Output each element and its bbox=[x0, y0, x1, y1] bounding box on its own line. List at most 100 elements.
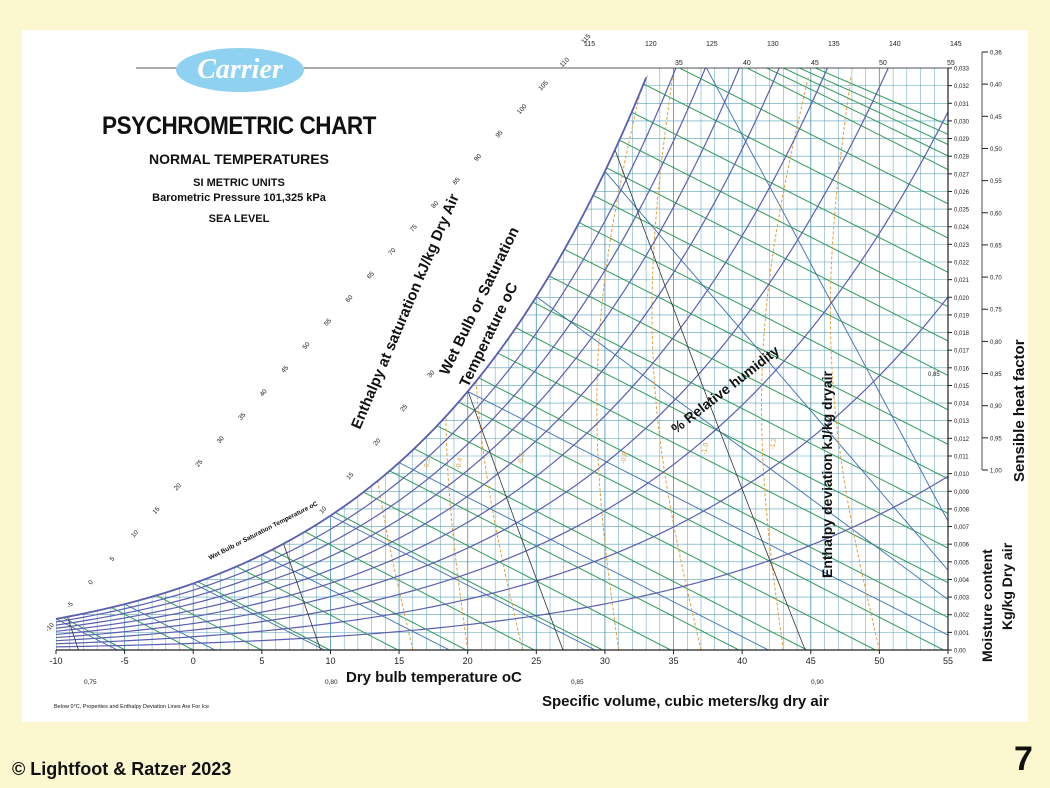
shf-tick-label: 0,65 bbox=[990, 243, 1002, 249]
y-tick-label: 0,013 bbox=[954, 419, 970, 425]
x-tick-label: 10 bbox=[325, 656, 335, 666]
volume-tick-label: 0,75 bbox=[84, 679, 97, 686]
shf-tick-label: 0,50 bbox=[990, 147, 1002, 153]
volume-line bbox=[56, 85, 79, 650]
psychrometric-chart: -10 -5 0 5 10 15 20 25 30 35 40 45 50 550,000,0010,00… bbox=[44, 33, 1028, 710]
saturation-curve bbox=[55, 77, 647, 620]
enthalpy-tick-label: 30 bbox=[216, 435, 226, 445]
shf-tick-label: 0,80 bbox=[990, 340, 1002, 346]
rh-curve-30 bbox=[56, 111, 948, 642]
y-tick-label: 0,023 bbox=[954, 243, 970, 249]
enthalpy-line bbox=[442, 324, 948, 650]
x-tick-label: 45 bbox=[806, 656, 816, 666]
volume-line bbox=[591, 85, 806, 650]
enthalpy-line bbox=[564, 111, 948, 650]
y-tick-label: 0,022 bbox=[954, 261, 970, 267]
enthalpy-tick-label: 105 bbox=[537, 79, 550, 92]
x-tick-label: 15 bbox=[394, 656, 404, 666]
y-tick-label: 0,00 bbox=[954, 649, 966, 655]
chart-title: PSYCHROMETRIC CHART bbox=[102, 112, 376, 140]
rh-curve-70 bbox=[56, 68, 948, 629]
chart-pressure: Barometric Pressure 101,325 kPa bbox=[152, 192, 326, 204]
shf-tick-label: 0,36 bbox=[990, 51, 1002, 57]
enthalpy-tick-label: 100 bbox=[516, 103, 529, 116]
y-tick-label: 0,028 bbox=[954, 155, 970, 161]
y-tick-label: 0,026 bbox=[954, 190, 970, 196]
enthalpy-line bbox=[621, 68, 948, 650]
enthalpy-tick-label: -5 bbox=[66, 601, 75, 610]
y-tick-label: 0,020 bbox=[954, 296, 970, 302]
enthalpy-tick-label: -10 bbox=[44, 621, 56, 633]
x-tick-label: -5 bbox=[121, 656, 129, 666]
y-tick-label: 0,008 bbox=[954, 507, 970, 513]
x-tick-label: -10 bbox=[49, 656, 62, 666]
x-tick-label: 40 bbox=[737, 656, 747, 666]
copyright-text: © Lightfoot & Ratzer 2023 bbox=[12, 759, 232, 779]
y-tick-label: 0,003 bbox=[954, 596, 970, 602]
wet-bulb-scale-label: 30 bbox=[426, 369, 436, 379]
y-tick-label: 0,018 bbox=[954, 331, 970, 337]
y-tick-label: 0,006 bbox=[954, 543, 970, 549]
enthalpy-tick-label: 0 bbox=[87, 579, 95, 587]
y-tick-label: 0,010 bbox=[954, 472, 970, 478]
shf-tick-label: 1,00 bbox=[990, 469, 1002, 475]
enthalpy-tick-label: 80 bbox=[430, 200, 440, 210]
top-enthalpy-label: 115 bbox=[584, 41, 595, 48]
enthalpy-line bbox=[599, 68, 948, 650]
deviation-label: -0,8 bbox=[620, 451, 629, 464]
y-tick-label: 0,012 bbox=[954, 437, 970, 443]
wet-bulb-line bbox=[536, 296, 948, 650]
rh-curve-60 bbox=[56, 68, 948, 632]
wet-bulb-line bbox=[467, 391, 948, 650]
y-tick-label: 0,009 bbox=[954, 490, 970, 496]
top-wetbulb-label: 40 bbox=[743, 60, 751, 67]
slide-number: 7 bbox=[1014, 740, 1033, 778]
enthalpy-line bbox=[142, 552, 330, 650]
enthalpy-tick-label: 10 bbox=[130, 529, 140, 539]
enthalpy-line bbox=[631, 68, 948, 650]
chart-level: SEA LEVEL bbox=[208, 213, 270, 225]
moisture-axis-label-2: Kg/kg Dry air bbox=[999, 542, 1015, 630]
deviation-curve bbox=[596, 76, 645, 650]
enthalpy-tick-label: 65 bbox=[366, 270, 376, 280]
wet-bulb-line bbox=[673, 68, 948, 650]
y-tick-label: 0,031 bbox=[954, 102, 970, 108]
rh-curve-80 bbox=[56, 68, 948, 626]
enthalpy-line bbox=[359, 420, 808, 650]
enthalpy-tick-label: 70 bbox=[387, 247, 397, 257]
deviation-curve bbox=[761, 76, 809, 650]
enthalpy-tick-label: 25 bbox=[194, 458, 204, 468]
enthalpy-tick-label: 95 bbox=[495, 129, 505, 139]
enthalpy-tick-label: 55 bbox=[323, 317, 333, 327]
y-tick-label: 0,011 bbox=[954, 455, 969, 461]
top-enthalpy-label: 130 bbox=[767, 41, 779, 48]
x-tick-label: 0 bbox=[191, 656, 196, 666]
y-tick-label: 0,029 bbox=[954, 137, 970, 143]
volume-tick-label: 0,85 bbox=[571, 679, 584, 686]
footnote: Below 0°C, Properties and Enthalpy Devia… bbox=[54, 704, 209, 710]
chart-subtitle: NORMAL TEMPERATURES bbox=[149, 151, 329, 167]
axes bbox=[55, 51, 988, 654]
volume-tick-label: 0,80 bbox=[325, 679, 338, 686]
rh-curve-90 bbox=[56, 68, 948, 623]
enthalpy-tick-label: 50 bbox=[302, 341, 312, 351]
shf-tick-label: 0,85 bbox=[990, 372, 1002, 378]
y-tick-label: 0,021 bbox=[954, 278, 970, 284]
rh-curve-50 bbox=[56, 68, 948, 636]
enthalpy-line bbox=[381, 397, 876, 650]
enthalpy-tick-label: 40 bbox=[259, 388, 269, 398]
shf-tick-label: 0,55 bbox=[990, 179, 1002, 185]
enthalpy-tick-label: 20 bbox=[173, 482, 183, 492]
enthalpy-line bbox=[538, 167, 948, 650]
enthalpy-tick-label: 90 bbox=[473, 153, 483, 163]
enthalpy-line bbox=[460, 299, 948, 650]
enthalpy-tick-label: 110 bbox=[559, 56, 571, 69]
x-tick-label: 25 bbox=[531, 656, 541, 666]
deviation-axis-label: Enthalpy deviation kJ/kg dryair bbox=[819, 370, 835, 578]
enthalpy-line bbox=[523, 194, 948, 650]
shf-tick-label: 0,70 bbox=[990, 276, 1002, 282]
shf-axis-label: Sensible heat factor bbox=[1011, 339, 1028, 482]
rh-curve-40 bbox=[56, 68, 948, 639]
top-wetbulb-label: 45 bbox=[811, 60, 819, 67]
enthalpy-line bbox=[493, 247, 948, 650]
